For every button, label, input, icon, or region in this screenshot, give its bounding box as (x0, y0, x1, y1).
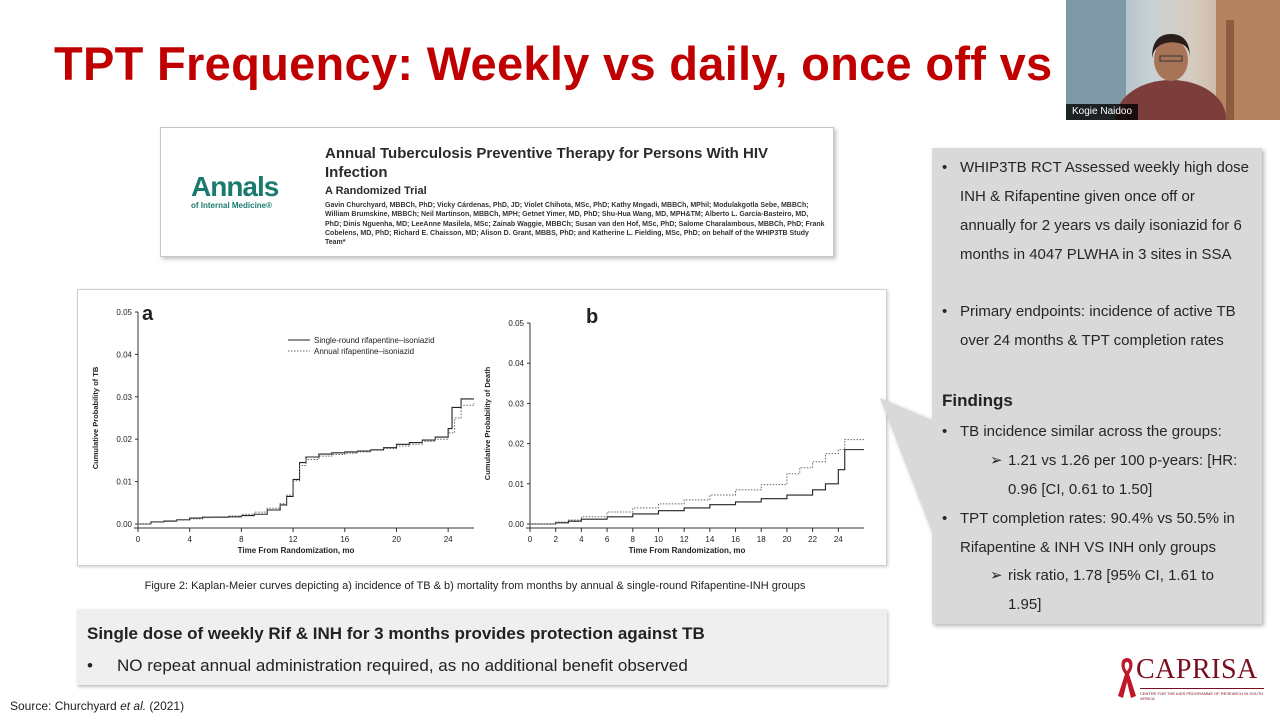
x-tick-label: 6 (605, 535, 610, 544)
key-message-heading: Single dose of weekly Rif & INH for 3 mo… (87, 624, 705, 643)
x-tick-label: 24 (444, 535, 453, 544)
source-etal: et al. (120, 699, 147, 713)
paper-authors: Gavin Churchyard, MBBCh, PhD; Vicky Cárd… (325, 202, 825, 247)
x-tick-label: 10 (654, 535, 663, 544)
x-tick-label: 0 (528, 535, 533, 544)
finding-2: • TPT completion rates: 90.4% vs 50.5% i… (942, 504, 1252, 562)
journal-logo-main: Annals (191, 171, 279, 202)
x-tick-label: 4 (187, 535, 192, 544)
kaplan-meier-charts: 0.000.010.020.030.040.050 4 8 12 16 20 24Time … (91, 303, 864, 555)
y-tick-label: 0.05 (508, 319, 524, 328)
y-tick-label: 0.01 (116, 478, 132, 487)
webcam-person-image (1066, 0, 1280, 120)
x-tick-label: 0 (136, 535, 141, 544)
callout-item-text: Primary endpoints: incidence of active T… (960, 303, 1236, 349)
finding-text: TPT completion rates: 90.4% vs 50.5% in … (960, 510, 1235, 556)
journal-logo-sub: of Internal Medicine® (191, 201, 273, 210)
source-suffix: (2021) (146, 699, 185, 713)
webcam-video-tile[interactable]: Kogie Naidoo (1066, 0, 1280, 120)
finding-sub-text: risk ratio, 1.78 [95% CI, 1.61 to 1.95] (1008, 567, 1214, 613)
x-tick-label: 18 (757, 535, 766, 544)
x-tick-label: 16 (340, 535, 349, 544)
y-tick-label: 0.00 (508, 520, 524, 529)
finding-2-sub: ➢ risk ratio, 1.78 [95% CI, 1.61 to 1.95… (990, 561, 1250, 619)
x-tick-label: 20 (392, 535, 401, 544)
y-tick-label: 0.01 (508, 480, 524, 489)
km-curve-single-round (530, 449, 864, 525)
findings-heading: Findings (942, 391, 1013, 410)
callout-item-1: • WHIP3TB RCT Assessed weekly high dose … (942, 153, 1252, 269)
finding-1: • TB incidence similar across the groups… (942, 417, 1252, 446)
finding-text: TB incidence similar across the groups: (960, 423, 1222, 440)
source-citation: Source: Churchyard et al. (2021) (10, 699, 184, 713)
caprisa-logo-text: CAPRISA (1136, 654, 1258, 685)
bullet-dot: • (942, 510, 948, 527)
arrow-bullet-icon: ➢ (990, 567, 1003, 584)
red-ribbon-icon (1118, 658, 1136, 698)
bullet-dot: • (942, 159, 948, 176)
bullet-dot: • (942, 303, 948, 320)
x-axis-label: Time From Randomization, mo (238, 546, 355, 555)
y-tick-label: 0.03 (508, 399, 524, 408)
paper-title: Annual Tuberculosis Preventive Therapy f… (325, 145, 769, 181)
y-axis-label: Cumulative Probability of Death (483, 366, 492, 480)
x-tick-label: 22 (808, 535, 817, 544)
x-tick-label: 24 (834, 535, 843, 544)
caprisa-logo: CAPRISA CENTRE FOR THE AIDS PROGRAMME OF… (1116, 652, 1266, 704)
y-axis-label: Cumulative Probability of TB (91, 366, 100, 469)
figure-caption: Figure 2: Kaplan-Meier curves depicting … (144, 580, 806, 592)
y-tick-label: 0.00 (116, 520, 132, 529)
source-prefix: Source: Churchyard (10, 699, 121, 713)
study-summary-callout: • WHIP3TB RCT Assessed weekly high dose … (932, 148, 1262, 624)
x-tick-label: 16 (731, 535, 740, 544)
panel-label: b (586, 306, 598, 328)
arrow-bullet-icon: ➢ (990, 452, 1003, 469)
y-tick-label: 0.03 (116, 393, 132, 402)
y-tick-label: 0.05 (116, 308, 132, 317)
x-tick-label: 14 (705, 535, 714, 544)
x-tick-label: 8 (239, 535, 244, 544)
x-tick-label: 12 (289, 535, 298, 544)
legend-entry: Single-round rifapentine–isoniazid (314, 336, 435, 345)
callout-item-text: WHIP3TB RCT Assessed weekly high dose IN… (960, 159, 1250, 263)
key-message-box: Single dose of weekly Rif & INH for 3 mo… (77, 609, 887, 685)
kaplan-meier-figure: 0.00 0.01 0.02 0.03 0.04 0.05 0 4 8 12 16 20 24 Time … (77, 289, 887, 566)
x-tick-label: 12 (680, 535, 689, 544)
key-message-bullet-text: NO repeat annual administration required… (117, 656, 688, 675)
km-curve-single-round (138, 398, 474, 525)
bullet-dot: • (942, 423, 948, 440)
finding-1-sub: ➢ 1.21 vs 1.26 per 100 p-years: [HR: 0.9… (990, 446, 1250, 504)
x-tick-label: 8 (631, 535, 636, 544)
y-tick-label: 0.02 (116, 435, 132, 444)
x-axis-label: Time From Randomization, mo (629, 546, 746, 555)
bullet-dot: • (87, 656, 93, 675)
paper-subtitle: A Randomized Trial (325, 185, 427, 197)
finding-sub-text: 1.21 vs 1.26 per 100 p-years: [HR: 0.96 … (1008, 452, 1238, 498)
x-tick-label: 2 (553, 535, 558, 544)
y-tick-label: 0.04 (508, 359, 524, 368)
paper-header-card: Annals of Internal Medicine® Annual Tube… (160, 127, 834, 257)
caprisa-tagline: CENTRE FOR THE AIDS PROGRAMME OF RESEARC… (1140, 688, 1264, 701)
callout-item-2: • Primary endpoints: incidence of active… (942, 297, 1252, 355)
participant-name-label: Kogie Naidoo (1066, 104, 1139, 120)
km-curve-annual (138, 403, 475, 525)
legend-entry: Annual rifapentine–isoniazid (314, 347, 414, 356)
key-message-bullet: • NO repeat annual administration require… (87, 656, 688, 676)
x-tick-label: 4 (579, 535, 584, 544)
y-tick-label: 0.04 (116, 350, 132, 359)
slide-title: TPT Frequency: Weekly vs daily, once off… (54, 37, 1053, 90)
x-tick-label: 20 (782, 535, 791, 544)
km-curve-annual (530, 439, 864, 525)
y-tick-label: 0.02 (508, 440, 524, 449)
journal-logo: Annals of Internal Medicine® (191, 171, 301, 211)
panel-label: a (142, 303, 154, 325)
